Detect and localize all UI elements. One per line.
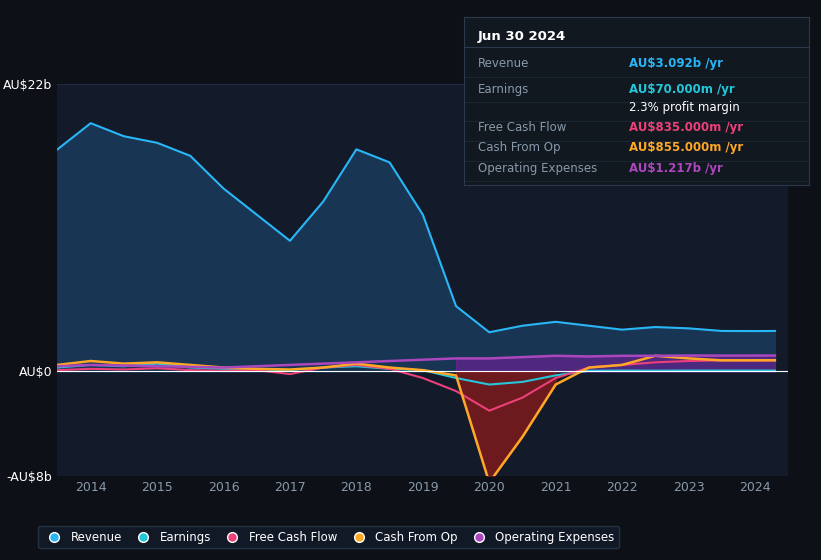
Text: AU$3.092b /yr: AU$3.092b /yr [630, 57, 723, 71]
Legend: Revenue, Earnings, Free Cash Flow, Cash From Op, Operating Expenses: Revenue, Earnings, Free Cash Flow, Cash … [38, 526, 619, 548]
Text: 2.3% profit margin: 2.3% profit margin [630, 101, 740, 114]
Text: Earnings: Earnings [478, 82, 529, 96]
Text: AU$855.000m /yr: AU$855.000m /yr [630, 141, 744, 155]
Text: Free Cash Flow: Free Cash Flow [478, 121, 566, 134]
Text: AU$835.000m /yr: AU$835.000m /yr [630, 121, 744, 134]
Text: Revenue: Revenue [478, 57, 529, 71]
Text: Jun 30 2024: Jun 30 2024 [478, 30, 566, 43]
Text: AU$70.000m /yr: AU$70.000m /yr [630, 82, 735, 96]
Text: AU$1.217b /yr: AU$1.217b /yr [630, 161, 723, 175]
Text: Cash From Op: Cash From Op [478, 141, 560, 155]
Text: Operating Expenses: Operating Expenses [478, 161, 597, 175]
